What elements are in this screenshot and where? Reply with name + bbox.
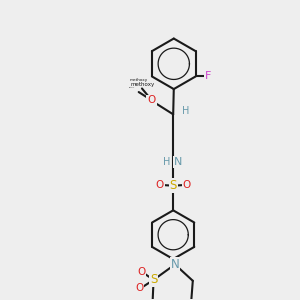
Text: O: O (156, 180, 164, 190)
Text: S: S (150, 273, 157, 286)
Text: F: F (205, 71, 211, 81)
Text: N: N (171, 258, 179, 271)
Text: H: H (182, 106, 189, 116)
Text: methoxy: methoxy (129, 87, 135, 88)
Text: methoxy: methoxy (130, 78, 148, 82)
Text: H: H (163, 157, 170, 167)
Text: O: O (137, 267, 145, 277)
Text: S: S (169, 179, 177, 192)
Text: O: O (148, 95, 156, 105)
Text: methoxy: methoxy (130, 82, 154, 87)
Text: N: N (174, 157, 183, 167)
Text: O: O (135, 283, 143, 293)
Text: O: O (147, 95, 155, 105)
Text: O: O (182, 180, 191, 190)
